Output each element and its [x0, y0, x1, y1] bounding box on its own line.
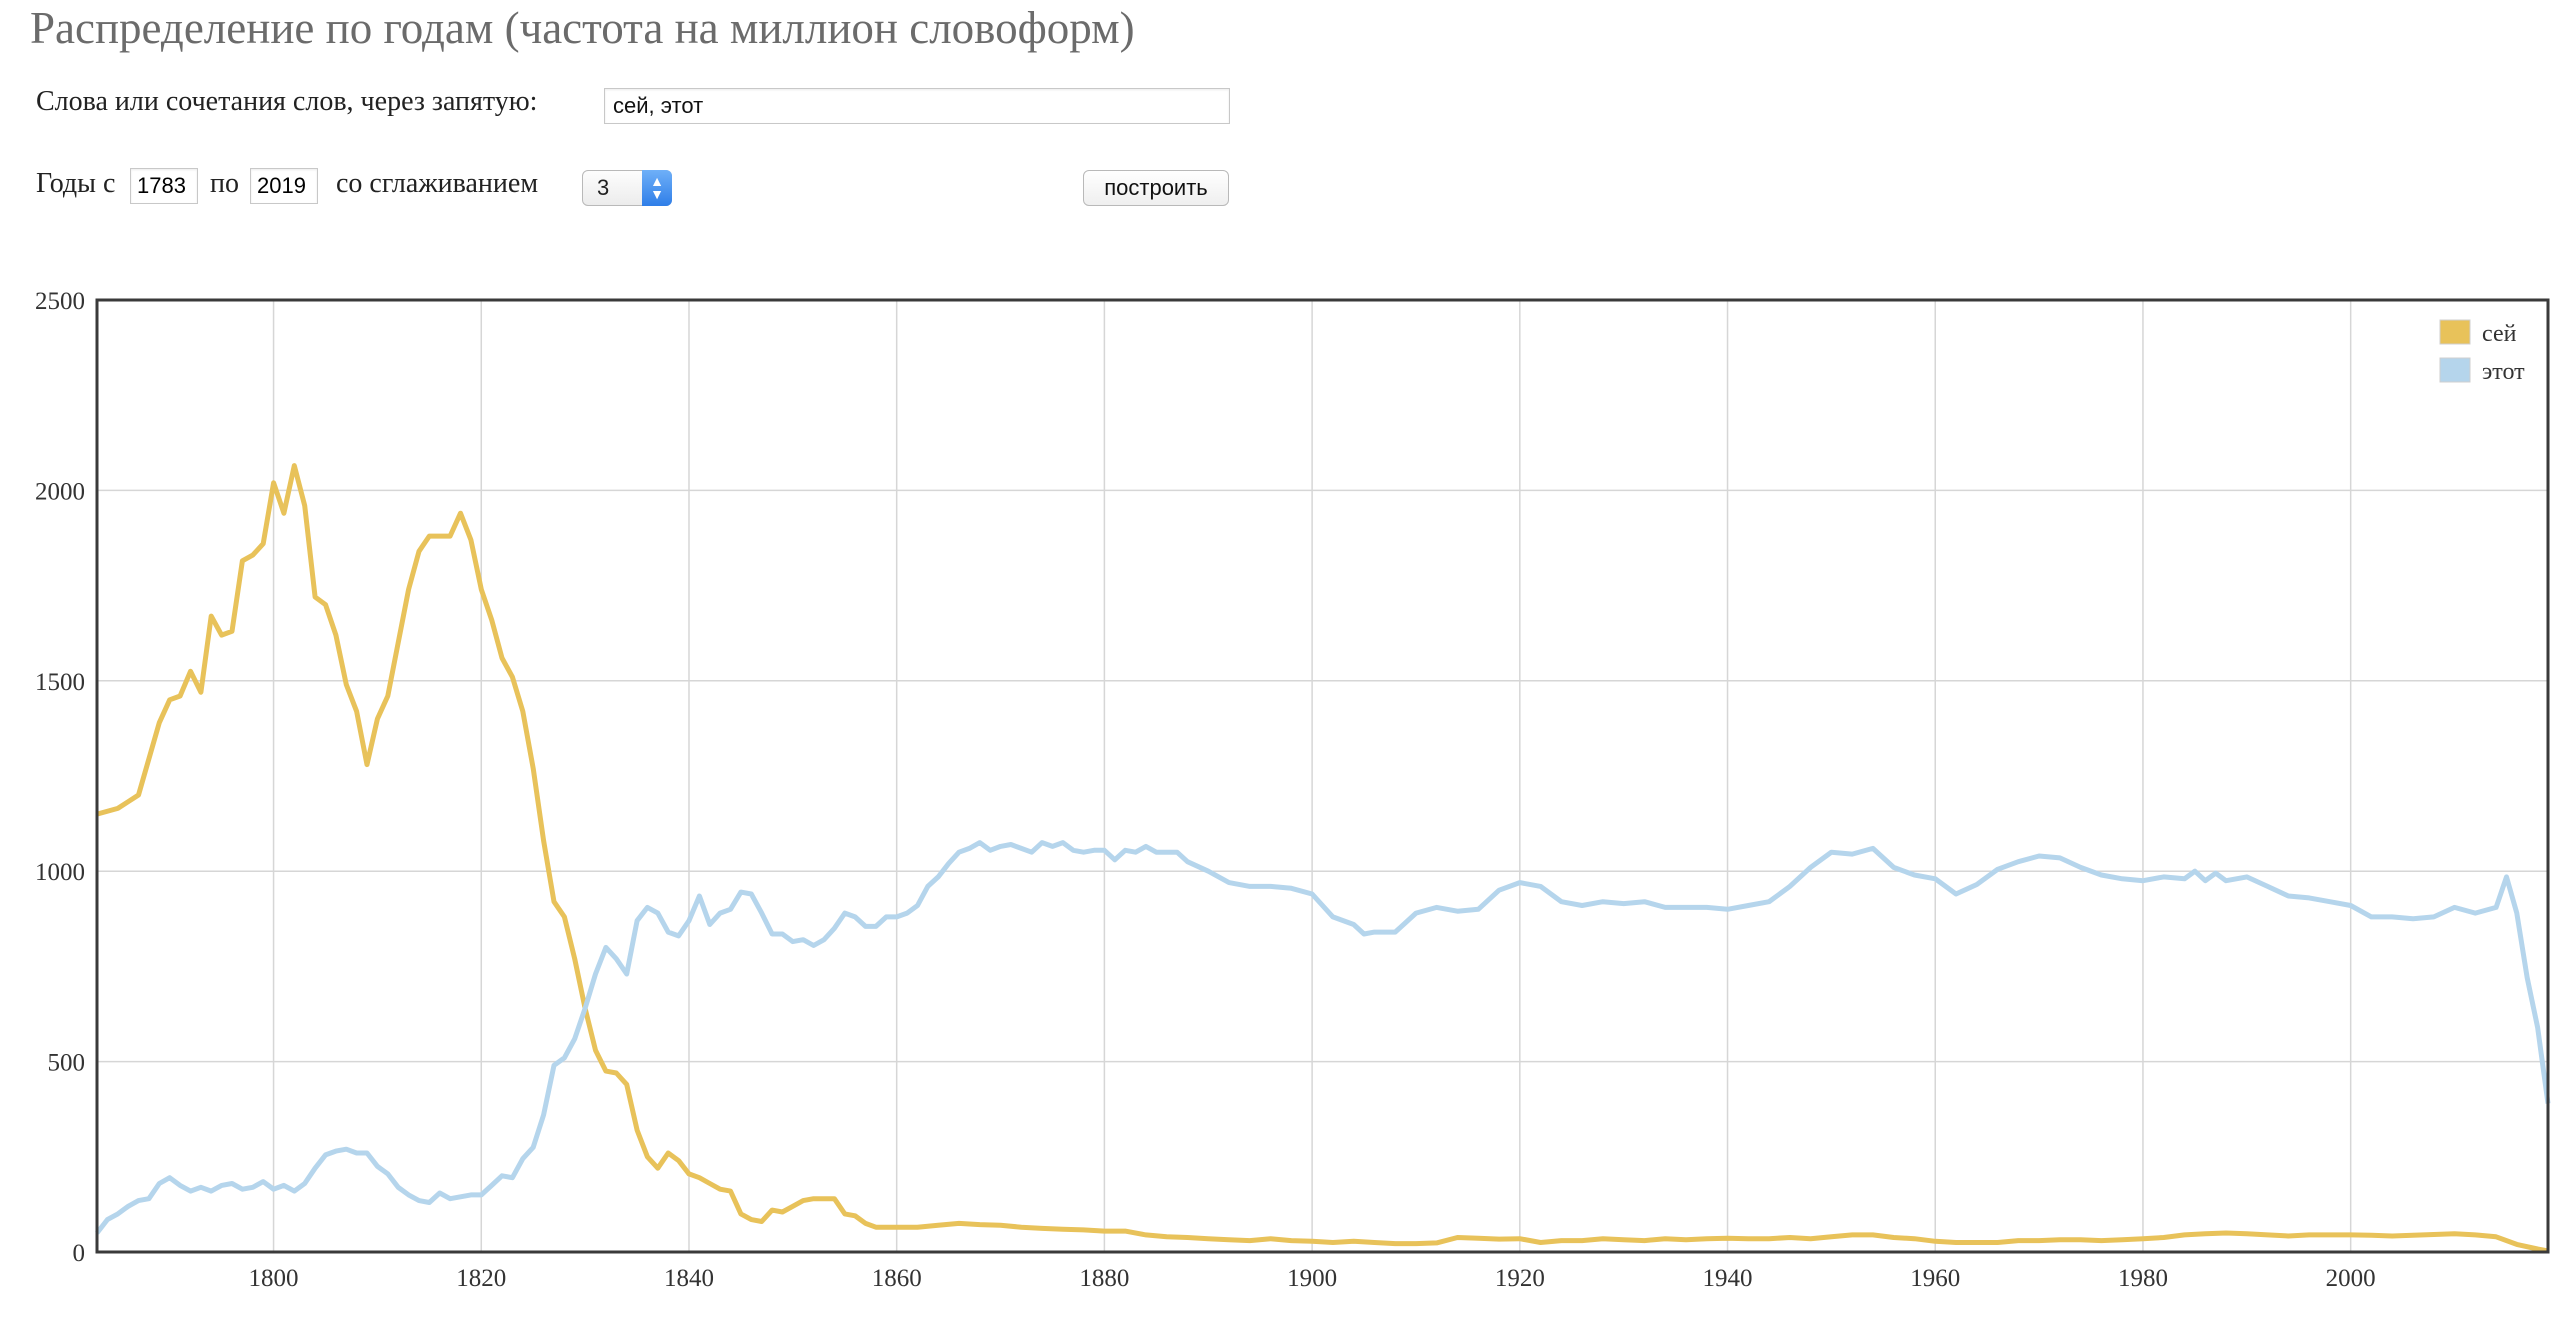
- x-tick-label: 1920: [1495, 1265, 1545, 1292]
- x-tick-label: 1820: [456, 1265, 506, 1292]
- y-tick-label: 2000: [35, 478, 85, 505]
- legend-label: сей: [2482, 321, 2517, 347]
- x-tick-label: 1860: [872, 1265, 922, 1292]
- year-to-input[interactable]: [250, 168, 318, 204]
- x-tick-label: 1960: [1910, 1265, 1960, 1292]
- y-tick-label: 1000: [35, 859, 85, 886]
- smoothing-value: 3: [597, 175, 610, 200]
- x-tick-label: 1980: [2118, 1265, 2168, 1292]
- chart-ticks: 0 500 1000 1500 2000 2500 1800 1820 1840 1860 1880…: [35, 288, 2376, 1292]
- select-arrows-icon: ▲ ▼: [642, 170, 672, 206]
- page-title: Распределение по годам (частота на милли…: [30, 3, 1135, 53]
- years-from-label: Годы с: [36, 168, 116, 199]
- y-tick-label: 0: [73, 1240, 86, 1267]
- legend-label: этот: [2482, 359, 2525, 385]
- x-tick-label: 2000: [2326, 1265, 2376, 1292]
- smoothing-select[interactable]: 3 ▲ ▼: [582, 170, 672, 206]
- y-tick-label: 1500: [35, 669, 85, 696]
- x-tick-label: 1880: [1079, 1265, 1129, 1292]
- plot-frame: [95, 298, 2550, 1254]
- y-tick-label: 500: [48, 1050, 86, 1077]
- chart-series: [95, 463, 2551, 1254]
- series-line: [95, 840, 2551, 1235]
- chart-legend: сей этот: [2439, 319, 2525, 385]
- smoothing-label: со сглаживанием: [336, 168, 539, 199]
- y-tick-label: 2500: [35, 288, 85, 315]
- x-tick-label: 1940: [1703, 1265, 1753, 1292]
- words-label: Слова или сочетания слов, через запятую:: [36, 86, 538, 117]
- build-button[interactable]: построить: [1083, 170, 1229, 206]
- x-tick-label: 1840: [664, 1265, 714, 1292]
- x-tick-label: 1900: [1287, 1265, 1337, 1292]
- series-line: [96, 463, 2549, 1254]
- years-to-label: по: [210, 168, 239, 199]
- x-tick-label: 1800: [249, 1265, 299, 1292]
- chart-grid: [97, 300, 2548, 1252]
- legend-swatch: [2439, 357, 2471, 383]
- year-from-input[interactable]: [130, 168, 198, 204]
- words-input[interactable]: [604, 88, 1230, 124]
- legend-swatch: [2439, 319, 2471, 345]
